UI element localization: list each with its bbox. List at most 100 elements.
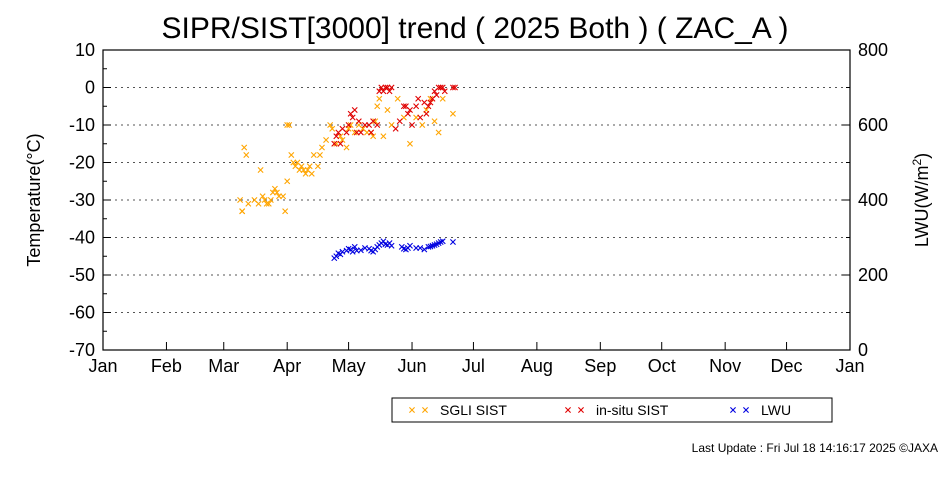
data-point [329,125,336,132]
data-point [427,99,434,106]
legend-marker [743,407,749,413]
series-in-situ-sist [331,84,458,147]
data-point [327,122,334,128]
data-point [308,170,315,177]
data-point [255,200,262,207]
data-point [413,103,420,110]
data-point [333,253,340,260]
data-point [337,140,344,147]
data-point [439,238,446,245]
data-point [267,197,274,203]
y2-axis-label: LWU(W/m2) [910,153,932,247]
legend-marker [565,407,571,413]
data-point [396,118,403,125]
data-point [273,189,280,196]
data-point [449,110,456,117]
data-point [409,122,416,128]
legend-label: LWU [761,402,791,418]
data-point [239,208,246,215]
data-point [425,243,432,250]
last-update-text: Last Update : Fri Jul 18 14:16:17 2025 ©… [692,441,938,455]
y2-tick-label: 400 [858,190,888,210]
data-point [351,129,358,136]
data-point [439,95,446,102]
data-point [376,95,383,102]
x-tick-label: Apr [273,356,301,376]
x-tick-label: Jan [88,356,117,376]
x-tick-label: Dec [771,356,803,376]
data-point [243,152,250,158]
data-point [298,163,305,170]
data-point [333,133,340,140]
data-point [302,170,309,177]
y-tick-label: -10 [69,115,95,135]
y-tick-label: -40 [69,228,95,248]
data-point [310,152,317,158]
data-points [237,84,458,262]
data-point [265,200,272,207]
data-point [368,129,375,136]
data-point [343,129,350,136]
data-point [357,129,364,136]
x-tick-label: Mar [208,356,239,376]
x-tick-label: Jun [398,356,427,376]
data-point [400,103,407,110]
y-axis-label: Temperature(°C) [24,133,44,266]
data-point [441,88,448,95]
x-tick-label: Jul [462,356,485,376]
series-lwu [331,238,456,262]
y-tick-labels: 10 0 -10 -20 -30 -40 -50 -60 -70 [69,40,95,360]
y2-tick-labels: 800 600 400 200 0 [858,40,888,360]
data-point [449,239,456,245]
data-point [351,243,358,250]
data-point [280,193,287,200]
data-point [417,245,424,251]
data-point [404,110,411,117]
data-point [439,84,446,91]
axis-ticks [102,49,851,351]
data-point [257,167,264,173]
data-point [323,137,330,143]
data-point [284,122,291,128]
data-point [394,95,401,102]
data-point [417,114,424,121]
data-point [357,247,364,254]
y2-tick-label: 0 [858,340,868,360]
y-tick-label: -30 [69,190,95,210]
y2-tick-label: 800 [858,40,888,60]
data-point [306,163,313,170]
data-point [259,193,266,200]
data-point [343,144,350,151]
y-tick-label: -50 [69,265,95,285]
data-point [339,137,346,143]
horizontal-gridlines [103,87,850,313]
data-point [452,84,458,91]
data-point [339,248,346,255]
x-tick-label: Aug [521,356,553,376]
data-point [316,152,323,158]
data-point [347,122,354,128]
data-point [431,118,438,125]
data-point [435,129,442,136]
data-point [425,103,432,110]
y-tick-label: -20 [69,153,95,173]
x-tick-label: Oct [648,356,676,376]
x-tick-label: Nov [709,356,741,376]
data-point [374,122,381,128]
legend-box [391,397,833,423]
y-tick-label: 0 [85,78,95,98]
data-point [406,107,413,113]
legend-label: SGLI SIST [440,402,507,418]
y2-tick-label: 600 [858,115,888,135]
legend: SGLI SIST in-situ SIST LWU [391,397,833,423]
y2-tick-label: 200 [858,265,888,285]
chart-title: SIPR/SIST[3000] trend ( 2025 Both ) ( ZA… [162,12,789,45]
data-point [370,133,377,140]
data-point [349,248,356,255]
data-point [372,118,379,125]
data-point [282,208,289,215]
data-point [241,144,248,151]
data-point [314,163,321,170]
data-point [355,118,362,125]
